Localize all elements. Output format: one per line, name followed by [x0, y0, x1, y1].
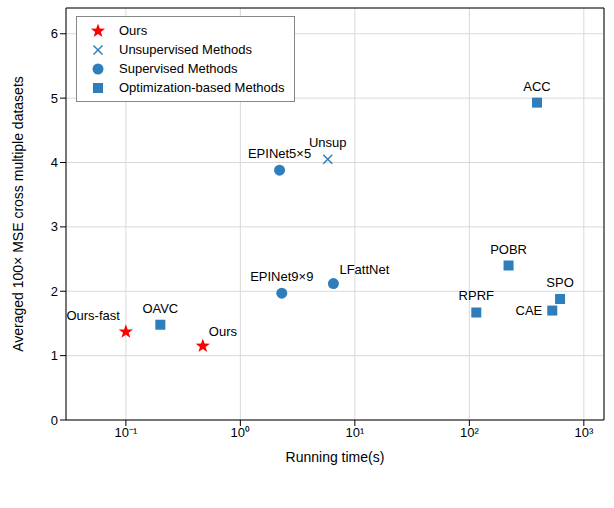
html-text:Supervised Methods: Supervised Methods — [119, 61, 238, 76]
svg-text:1: 1 — [51, 348, 58, 363]
svg-text:POBR: POBR — [490, 242, 527, 257]
svg-text:4: 4 — [51, 155, 58, 170]
svg-text:10⁻¹: 10⁻¹ — [114, 425, 137, 440]
svg-text:10³: 10³ — [574, 425, 593, 440]
svg-text:3: 3 — [51, 219, 58, 234]
html-text:Optimization-based Methods: Optimization-based Methods — [119, 80, 285, 95]
html-text:Unsupervised Methods: Unsupervised Methods — [119, 42, 252, 57]
svg-text:0: 0 — [51, 413, 58, 428]
svg-text:10⁰: 10⁰ — [231, 425, 250, 440]
svg-text:RPRF: RPRF — [459, 288, 494, 303]
svg-text:OAVC: OAVC — [142, 301, 178, 316]
svg-text:10²: 10² — [460, 425, 479, 440]
html-text:Ours: Ours — [119, 23, 148, 38]
svg-text:6: 6 — [51, 26, 58, 41]
svg-text:CAE: CAE — [516, 303, 543, 318]
svg-text:ACC: ACC — [523, 79, 550, 94]
svg-text:LFattNet: LFattNet — [339, 262, 389, 277]
svg-text:Unsup: Unsup — [309, 135, 347, 150]
svg-text:Ours-fast: Ours-fast — [66, 308, 120, 323]
svg-text:SPO: SPO — [546, 275, 573, 290]
svg-text:EPINet9×9: EPINet9×9 — [250, 269, 313, 284]
svg-text:Ours: Ours — [209, 324, 238, 339]
svg-text:EPINet5×5: EPINet5×5 — [248, 146, 311, 161]
svg-text:Running time(s): Running time(s) — [286, 449, 385, 465]
svg-text:5: 5 — [51, 91, 58, 106]
svg-text:Averaged 100× MSE cross multip: Averaged 100× MSE cross multiple dataset… — [10, 76, 26, 352]
svg-text:10¹: 10¹ — [345, 425, 364, 440]
svg-text:2: 2 — [51, 284, 58, 299]
